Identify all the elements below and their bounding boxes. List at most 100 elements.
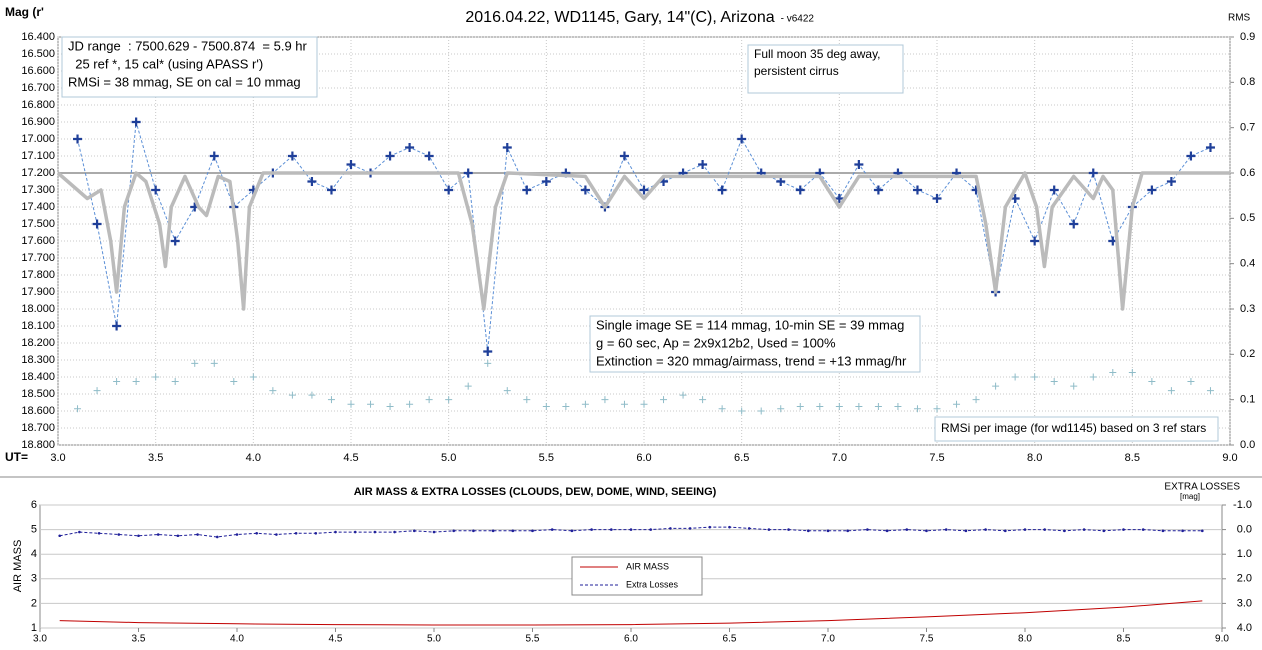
data-point — [314, 531, 318, 535]
y2-tick-label: 0.7 — [1240, 122, 1255, 134]
x-tick-label: 8.0 — [1027, 452, 1042, 464]
data-point — [581, 400, 589, 408]
data-point — [405, 143, 415, 152]
data-point — [610, 528, 613, 531]
data-point — [757, 407, 765, 415]
data-point — [619, 151, 629, 161]
y2-axis-label: RMS — [1228, 13, 1251, 24]
x-tick-label: 7.0 — [832, 452, 847, 464]
y2-tick-label: 0.2 — [1240, 348, 1255, 360]
data-point — [984, 528, 987, 531]
data-point — [255, 531, 258, 535]
data-point — [1004, 529, 1007, 533]
data-point — [1148, 378, 1156, 386]
y-axis-label: Mag (r' — [5, 5, 44, 19]
data-point — [170, 236, 180, 246]
data-point — [640, 400, 648, 408]
y-tick-label: 3 — [31, 573, 37, 585]
data-point — [97, 531, 101, 535]
y-tick-label: 18.400 — [21, 371, 55, 383]
data-point — [1206, 387, 1214, 395]
data-point — [346, 160, 356, 169]
data-point — [483, 347, 493, 356]
data-point — [58, 534, 61, 538]
y-tick-label: 18.200 — [21, 337, 55, 349]
y2-tick-label: 0.6 — [1240, 167, 1255, 179]
data-point — [1166, 177, 1176, 186]
data-point — [1186, 151, 1196, 161]
data-point — [1043, 528, 1046, 531]
series — [56, 171, 1230, 311]
data-point — [953, 400, 961, 408]
series — [59, 600, 1203, 626]
data-point — [1109, 368, 1117, 376]
y-tick-label: 17.500 — [21, 218, 55, 230]
data-point — [491, 529, 495, 533]
y2-tick-label: 0.9 — [1240, 31, 1255, 43]
data-point — [972, 396, 980, 404]
data-point — [1069, 219, 1079, 229]
x-axis-label: UT= — [5, 450, 28, 464]
data-point — [562, 402, 570, 410]
data-point — [152, 373, 160, 381]
data-point — [629, 528, 633, 531]
data-point — [367, 400, 375, 408]
data-point — [1187, 378, 1195, 386]
data-point — [73, 134, 83, 144]
data-point — [196, 533, 199, 536]
data-point — [913, 405, 921, 413]
data-point — [944, 528, 948, 531]
data-point — [1141, 528, 1145, 531]
chart-subtitle: - v6422 — [781, 14, 815, 25]
y-tick-label: 17.000 — [21, 133, 55, 145]
data-point — [855, 402, 863, 410]
y-tick-label: 17.800 — [21, 269, 55, 281]
data-point — [93, 387, 101, 395]
data-point — [503, 387, 511, 395]
y2-tick-label: 0.0 — [1240, 439, 1255, 451]
data-point — [874, 402, 882, 410]
x-tick-label: 4.5 — [329, 634, 343, 645]
data-point — [826, 529, 830, 533]
data-point — [424, 151, 434, 161]
y-tick-label: 17.100 — [21, 150, 55, 162]
data-point — [78, 530, 81, 534]
data-point — [1128, 368, 1136, 376]
data-point — [932, 194, 942, 203]
legend-label: AIR MASS — [626, 561, 669, 571]
data-point — [834, 194, 844, 203]
data-point — [601, 396, 609, 404]
data-point — [747, 527, 751, 530]
y-tick-label: 18.000 — [21, 303, 55, 315]
data-point — [737, 134, 747, 144]
data-point — [452, 529, 456, 533]
data-point — [1161, 529, 1165, 533]
y2-tick-label: 3.0 — [1237, 597, 1252, 609]
data-point — [816, 402, 824, 410]
data-point — [912, 185, 922, 195]
data-point — [866, 528, 869, 531]
data-point — [117, 533, 121, 536]
data-point — [669, 527, 672, 530]
data-point — [347, 400, 355, 408]
data-point — [385, 151, 395, 161]
x-tick-label: 4.5 — [343, 452, 358, 464]
data-point — [216, 535, 219, 539]
data-point — [1088, 168, 1098, 178]
data-point — [531, 529, 534, 533]
data-point — [846, 529, 849, 533]
data-point — [171, 378, 179, 386]
data-point — [393, 530, 396, 534]
y-tick-label: 18.600 — [21, 405, 55, 417]
annotation-box — [61, 36, 318, 98]
y2-tick-label: 2.0 — [1237, 573, 1252, 585]
annotation-text: RMSi = 38 mmag, SE on cal = 10 mmag — [68, 74, 301, 89]
annotation-box — [747, 44, 904, 94]
legend: AIR MASS Extra Losses — [571, 556, 703, 596]
x-tick-label: 5.5 — [526, 634, 540, 645]
data-point — [523, 396, 531, 404]
data-point — [444, 185, 454, 195]
y-tick-label: 18.500 — [21, 388, 55, 400]
legend-label: Extra Losses — [626, 579, 679, 589]
